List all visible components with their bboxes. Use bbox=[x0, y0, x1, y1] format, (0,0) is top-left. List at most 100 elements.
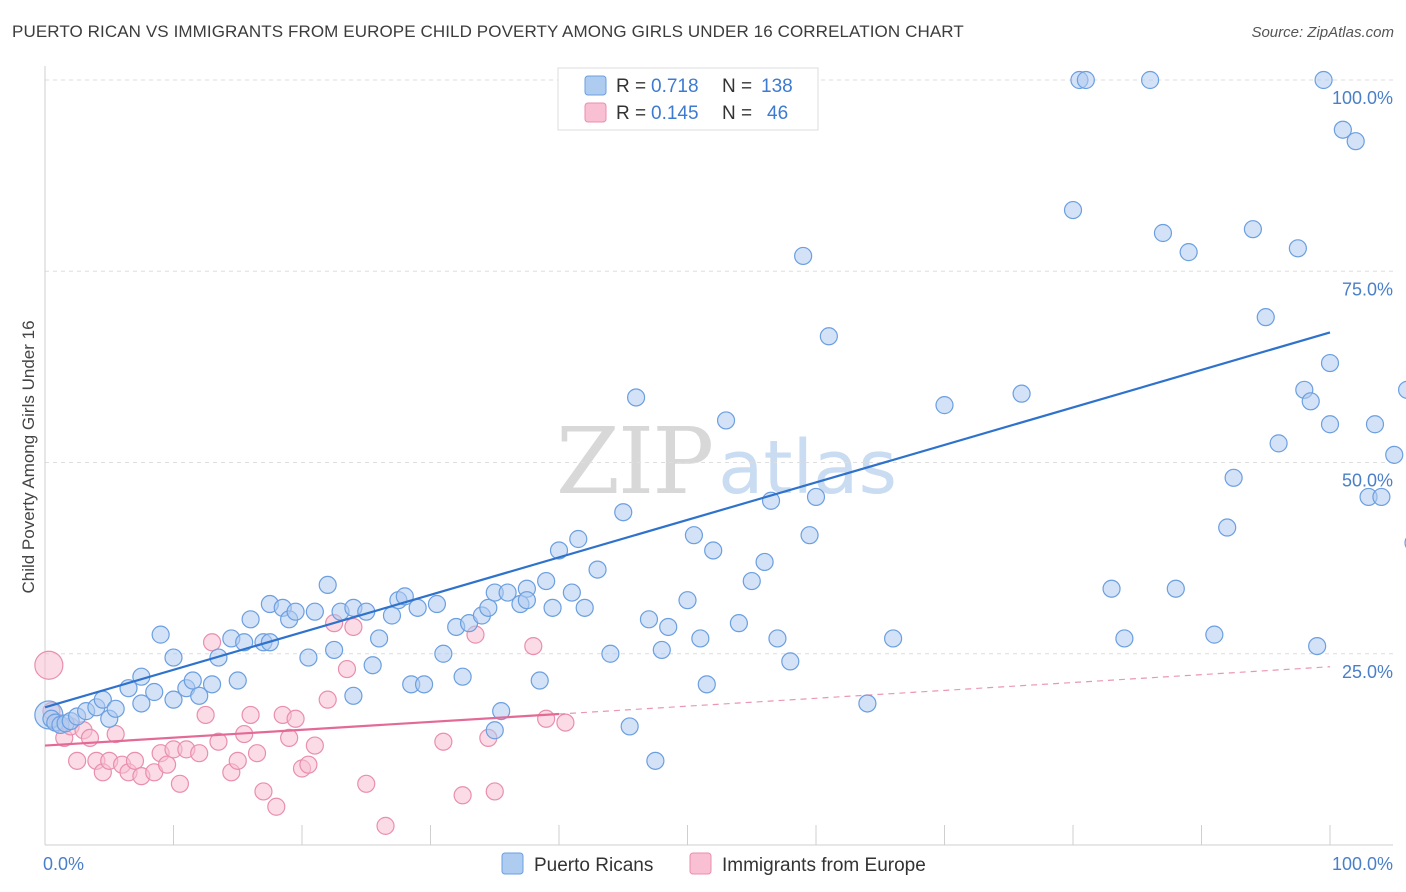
chart-title: PUERTO RICAN VS IMMIGRANTS FROM EUROPE C… bbox=[12, 22, 964, 41]
puerto-ricans-point bbox=[1320, 353, 1340, 373]
immigrants-from-europe-point bbox=[228, 751, 247, 770]
immigrants-from-europe-point bbox=[267, 797, 286, 816]
puerto-ricans-point bbox=[183, 671, 202, 690]
puerto-ricans-point bbox=[729, 614, 749, 633]
stats-legend-swatch-pink bbox=[584, 102, 607, 123]
immigrants-from-europe-point bbox=[376, 816, 395, 835]
legend-label-immigrants-from-europe: Immigrants from Europe bbox=[722, 855, 926, 876]
immigrants-from-europe-point bbox=[170, 774, 190, 793]
puerto-ricans-point bbox=[562, 583, 581, 602]
puerto-ricans-point bbox=[382, 606, 402, 625]
puerto-ricans-point bbox=[1179, 243, 1198, 262]
puerto-ricans-point bbox=[543, 598, 562, 617]
puerto-ricans-point bbox=[132, 694, 151, 713]
puerto-ricans-point bbox=[697, 675, 716, 694]
puerto-ricans-point bbox=[1256, 308, 1275, 327]
puerto-ricans-point bbox=[485, 721, 504, 740]
immigrants-from-europe-point bbox=[453, 786, 472, 805]
immigrants-from-europe-point bbox=[524, 636, 543, 656]
immigrants-from-europe-point bbox=[344, 617, 363, 637]
puerto-ricans-point bbox=[363, 656, 382, 675]
y-tick-label-2: 75.0% bbox=[1342, 279, 1393, 299]
puerto-ricans-point bbox=[106, 699, 125, 718]
puerto-ricans-point bbox=[1140, 70, 1160, 90]
puerto-ricans-point bbox=[652, 640, 671, 660]
puerto-ricans-point bbox=[1166, 579, 1185, 598]
puerto-ricans-point bbox=[620, 717, 639, 736]
puerto-ricans-point bbox=[781, 652, 800, 671]
immigrants-from-europe-point bbox=[125, 751, 145, 770]
y-axis-label: Child Poverty Among Girls Under 16 bbox=[19, 320, 38, 593]
puerto-ricans-point bbox=[1308, 636, 1327, 656]
immigrants-from-europe-point bbox=[299, 755, 318, 774]
stats-n-label-2: N = bbox=[722, 103, 752, 124]
stats-r-label-2: R = bbox=[616, 103, 646, 124]
watermark-zip: ZIP bbox=[556, 408, 714, 515]
x-tick-label-0: 0.0% bbox=[43, 854, 84, 874]
puerto-ricans-trend-line bbox=[44, 331, 1331, 709]
puerto-ricans-point bbox=[639, 610, 659, 629]
puerto-ricans-point bbox=[145, 682, 164, 702]
puerto-ricans-point bbox=[498, 583, 517, 602]
immigrants-from-europe-point bbox=[68, 751, 87, 770]
stats-r-value-1: 0.718 bbox=[651, 76, 699, 97]
grid-lines bbox=[45, 79, 1393, 655]
puerto-ricans-point bbox=[1153, 223, 1173, 243]
legend-swatch-puerto-ricans bbox=[501, 852, 524, 875]
puerto-ricans-point bbox=[704, 541, 723, 560]
puerto-ricans-point bbox=[202, 675, 222, 694]
puerto-ricans-point bbox=[1269, 434, 1288, 453]
puerto-ricans-point bbox=[190, 686, 209, 705]
puerto-ricans-point bbox=[883, 629, 903, 648]
puerto-ricans-point bbox=[537, 571, 556, 591]
puerto-ricans-point bbox=[742, 571, 761, 591]
puerto-ricans-point bbox=[1398, 380, 1406, 399]
puerto-ricans-point bbox=[318, 575, 337, 595]
puerto-ricans-point bbox=[453, 667, 472, 686]
puerto-ricans-point bbox=[794, 246, 813, 266]
immigrants-from-europe-point bbox=[305, 736, 324, 755]
stats-n-label-1: N = bbox=[722, 76, 752, 97]
immigrants-from-europe-point bbox=[196, 705, 215, 725]
puerto-ricans-point bbox=[659, 617, 678, 637]
puerto-ricans-point bbox=[716, 411, 736, 430]
stats-n-value-2: 46 bbox=[767, 103, 788, 124]
puerto-ricans-point bbox=[479, 598, 498, 617]
puerto-ricans-point bbox=[678, 591, 697, 610]
puerto-ricans-point bbox=[806, 487, 826, 507]
immigrants-trend-line-solid bbox=[44, 712, 560, 747]
puerto-ricans-point bbox=[575, 598, 594, 617]
puerto-ricans-point bbox=[235, 633, 254, 652]
tick-labels: 25.0% 50.0% 75.0% 100.0% 0.0% 100.0% bbox=[43, 88, 1393, 874]
puerto-ricans-point bbox=[1288, 239, 1307, 258]
immigrants-from-europe-point bbox=[247, 744, 267, 763]
puerto-ricans-point bbox=[684, 526, 704, 545]
puerto-ricans-point bbox=[1372, 487, 1391, 507]
immigrants-from-europe-point bbox=[34, 650, 64, 680]
puerto-ricans-point bbox=[286, 602, 305, 621]
puerto-ricans-point bbox=[935, 396, 954, 415]
immigrants-from-europe-point bbox=[157, 755, 177, 774]
stats-n-value-1: 138 bbox=[761, 76, 793, 97]
puerto-ricans-point bbox=[1243, 220, 1263, 239]
trend-lines bbox=[44, 331, 1331, 747]
puerto-ricans-point bbox=[614, 503, 633, 522]
puerto-ricans-point bbox=[1063, 200, 1083, 220]
puerto-ricans-point bbox=[241, 610, 260, 629]
puerto-ricans-point bbox=[299, 648, 318, 667]
puerto-ricans-point bbox=[305, 602, 324, 621]
immigrants-from-europe-point bbox=[286, 709, 305, 728]
puerto-ricans-point bbox=[691, 629, 710, 648]
immigrants-from-europe-point bbox=[357, 774, 376, 793]
legend-label-puerto-ricans: Puerto Ricans bbox=[534, 855, 653, 876]
immigrants-from-europe-point bbox=[241, 705, 260, 725]
puerto-ricans-point bbox=[569, 529, 588, 549]
stats-r-label-1: R = bbox=[616, 76, 646, 97]
puerto-ricans-point bbox=[1301, 392, 1320, 411]
puerto-ricans-point bbox=[626, 388, 646, 407]
immigrants-from-europe-point bbox=[190, 744, 209, 763]
puerto-ricans-point bbox=[414, 675, 434, 694]
puerto-ricans-point bbox=[228, 671, 247, 690]
puerto-ricans-point bbox=[858, 694, 877, 713]
puerto-ricans-point bbox=[1320, 415, 1340, 434]
